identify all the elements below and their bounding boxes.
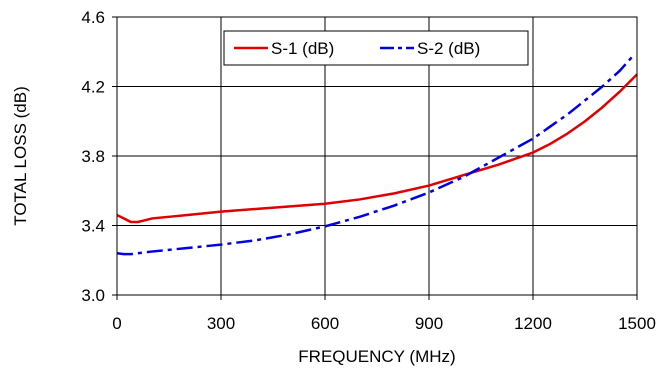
series-lines	[116, 54, 638, 256]
x-tick-label: 900	[415, 314, 443, 333]
x-tick-label: 1500	[618, 314, 656, 333]
y-axis-title: TOTAL LOSS (dB)	[11, 86, 30, 226]
axis-ticks: 0 300 600 900 1200 1500 3.0 3.4 3.8 4.2 4.6	[81, 8, 656, 333]
series-line-1	[116, 73, 638, 224]
x-tick-label: 600	[311, 314, 339, 333]
y-tick-label: 3.8	[81, 147, 105, 166]
y-tick-label: 3.0	[81, 286, 105, 305]
x-axis-title: FREQUENCY (MHz)	[298, 347, 455, 366]
legend: S-1 (dB) S-2 (dB)	[223, 30, 529, 66]
series-line-2	[116, 54, 635, 256]
x-tick-label: 0	[112, 314, 121, 333]
x-tick-label: 300	[207, 314, 235, 333]
legend-label-s2: S-2 (dB)	[417, 39, 480, 58]
legend-label-s1: S-1 (dB)	[271, 39, 334, 58]
y-tick-label: 4.2	[81, 78, 105, 97]
y-tick-label: 4.6	[81, 8, 105, 27]
legend-box	[223, 30, 529, 66]
y-tick-label: 3.4	[81, 217, 105, 236]
x-tick-label: 1200	[514, 314, 552, 333]
